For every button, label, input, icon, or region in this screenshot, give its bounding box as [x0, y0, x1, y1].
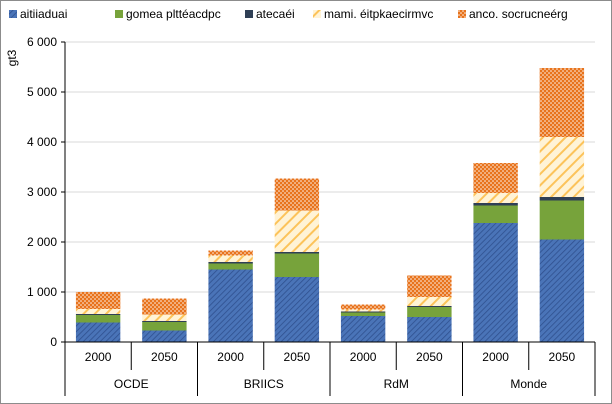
bar-segment-series-4-cat-6	[473, 163, 518, 193]
bar-segment-series-1-cat-4	[340, 312, 386, 316]
bar-segment-series-0-cat-1	[142, 330, 187, 342]
bar-segment-series-0-cat-0	[75, 322, 121, 342]
bar-segment-series-0-cat-4	[340, 316, 386, 342]
x-tick-label: 2000	[350, 350, 377, 364]
bar-segment-series-1-cat-6	[473, 205, 518, 223]
bar-segment-series-0-cat-7	[539, 239, 585, 342]
bar-segment-series-4-cat-7	[539, 68, 585, 137]
bar-segment-series-2-cat-5	[407, 306, 452, 307]
bar-segment-series-2-cat-0	[75, 314, 121, 315]
bar-segment-series-1-cat-5	[407, 307, 452, 317]
bar-segment-series-3-cat-3	[274, 210, 320, 252]
x-group-label: RdM	[384, 377, 409, 391]
legend-label-2: atecaéi	[256, 7, 295, 21]
bar-segment-series-2-cat-3	[274, 252, 320, 254]
bar-segment-series-2-cat-4	[340, 311, 386, 313]
x-tick-label: 2050	[549, 350, 576, 364]
y-tick-label: 2 000	[27, 235, 57, 249]
bar-segment-series-3-cat-1	[142, 314, 187, 321]
legend-swatch-3	[313, 10, 321, 18]
y-axis-title: gt3	[5, 49, 19, 66]
x-tick-label: 2050	[284, 350, 311, 364]
legend: aitiiaduai gomea plttéacdpc atecaéi mami…	[9, 7, 568, 21]
legend-swatch-0	[9, 10, 17, 18]
bar-segment-series-3-cat-6	[473, 193, 518, 203]
bar-segment-series-1-cat-3	[274, 253, 320, 277]
x-tick-label: 2000	[85, 350, 112, 364]
bar-segment-series-0-cat-5	[407, 317, 452, 342]
x-group-label: Monde	[510, 377, 547, 391]
bar-segment-series-3-cat-7	[539, 137, 585, 197]
bar-segment-series-4-cat-1	[142, 298, 187, 315]
x-tick-label: 2050	[416, 350, 443, 364]
bar-segment-series-1-cat-0	[75, 315, 121, 323]
bar-segment-series-4-cat-5	[407, 275, 452, 297]
y-tick-label: 3 000	[27, 185, 57, 199]
x-tick-label: 2050	[151, 350, 178, 364]
bar-segment-series-4-cat-4	[340, 304, 386, 310]
y-axis-ticks: 0 1 000 2 000 3 000 4 000 5 000 6 000	[27, 35, 65, 349]
y-tick-label: 0	[50, 335, 57, 349]
x-group-label: BRIICS	[244, 377, 284, 391]
legend-swatch-1	[115, 10, 123, 18]
bar-segment-series-3-cat-0	[75, 309, 121, 314]
bar-segment-series-1-cat-1	[142, 322, 187, 331]
y-tick-label: 4 000	[27, 135, 57, 149]
legend-label-4: anco. socrucneérg	[469, 7, 568, 21]
bar-segment-series-3-cat-5	[407, 297, 452, 306]
bar-segment-series-0-cat-3	[274, 277, 320, 342]
legend-swatch-4	[458, 10, 466, 18]
legend-label-1: gomea plttéacdpc	[126, 7, 221, 21]
y-tick-label: 6 000	[27, 35, 57, 49]
x-tick-label: 2000	[217, 350, 244, 364]
bar-segment-series-4-cat-2	[208, 250, 253, 256]
x-group-label: OCDE	[114, 377, 149, 391]
legend-label-0: aitiiaduai	[20, 7, 67, 21]
legend-label-3: mami. éitpkaecirmvc	[324, 7, 433, 21]
x-tick-label: 2000	[482, 350, 509, 364]
bar-segment-series-2-cat-1	[142, 321, 187, 322]
bars	[75, 68, 585, 342]
bar-segment-series-4-cat-0	[75, 292, 121, 309]
y-tick-label: 1 000	[27, 285, 57, 299]
bar-segment-series-0-cat-2	[208, 269, 253, 342]
bar-segment-series-2-cat-6	[473, 203, 518, 206]
bar-segment-series-0-cat-6	[473, 223, 518, 342]
bar-segment-series-3-cat-2	[208, 255, 253, 262]
bar-segment-series-3-cat-4	[340, 309, 386, 312]
bar-segment-series-2-cat-7	[539, 197, 585, 201]
bar-segment-series-1-cat-2	[208, 263, 253, 270]
y-tick-label: 5 000	[27, 85, 57, 99]
bar-segment-series-1-cat-7	[539, 200, 585, 240]
legend-swatch-2	[245, 10, 253, 18]
bar-segment-series-2-cat-2	[208, 262, 253, 264]
bar-segment-series-4-cat-3	[274, 178, 320, 211]
